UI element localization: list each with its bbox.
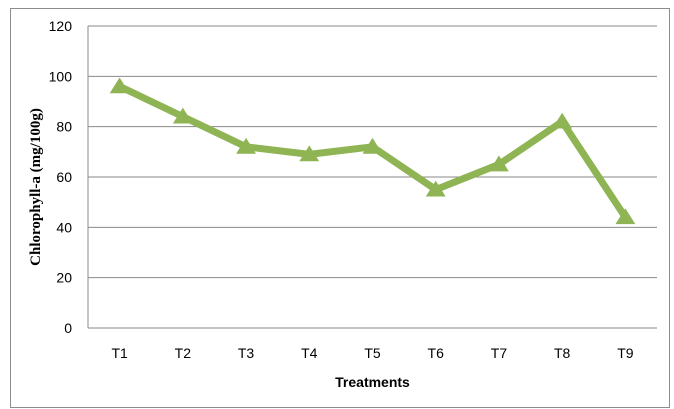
x-tick-label: T6 [428, 345, 445, 361]
x-tick-label: T2 [175, 345, 192, 361]
y-axis-title: Chlorophyll-a (mg/100g) [28, 108, 44, 266]
data-point-marker [552, 112, 573, 129]
x-tick-label: T1 [111, 345, 128, 361]
data-point-marker [489, 155, 509, 172]
y-tick-label: 0 [64, 320, 72, 336]
y-tick-label: 40 [56, 219, 72, 235]
marker-layer [109, 77, 636, 225]
data-point-marker [299, 145, 320, 162]
x-tick-label: T5 [364, 345, 381, 361]
x-tick-label: T8 [554, 345, 571, 361]
gridlines [88, 25, 657, 279]
x-tick-label: T3 [238, 345, 255, 361]
y-tick-label: 20 [56, 270, 72, 286]
x-tick-label: T7 [491, 345, 508, 361]
x-tick-label: T9 [617, 345, 634, 361]
data-point-marker [362, 137, 383, 154]
chart-frame [10, 8, 670, 408]
data-point-marker [236, 137, 256, 154]
data-point-marker [109, 77, 130, 94]
x-axis-title: Treatments [335, 374, 410, 390]
axes [87, 26, 657, 329]
data-point-marker [172, 107, 193, 124]
data-point-marker [425, 180, 446, 197]
y-tick-label: 100 [49, 68, 73, 84]
y-tick-labels: 0 20 40 60 80 100 120 [49, 18, 73, 336]
y-tick-label: 60 [56, 169, 72, 185]
x-tick-labels: T1 T2 T3 T4 T5 T6 T7 T8 T9 [111, 345, 633, 361]
x-tick-label: T4 [301, 345, 318, 361]
y-tick-label: 80 [56, 119, 72, 135]
data-point-marker [615, 208, 636, 225]
y-tick-label: 120 [49, 18, 73, 34]
